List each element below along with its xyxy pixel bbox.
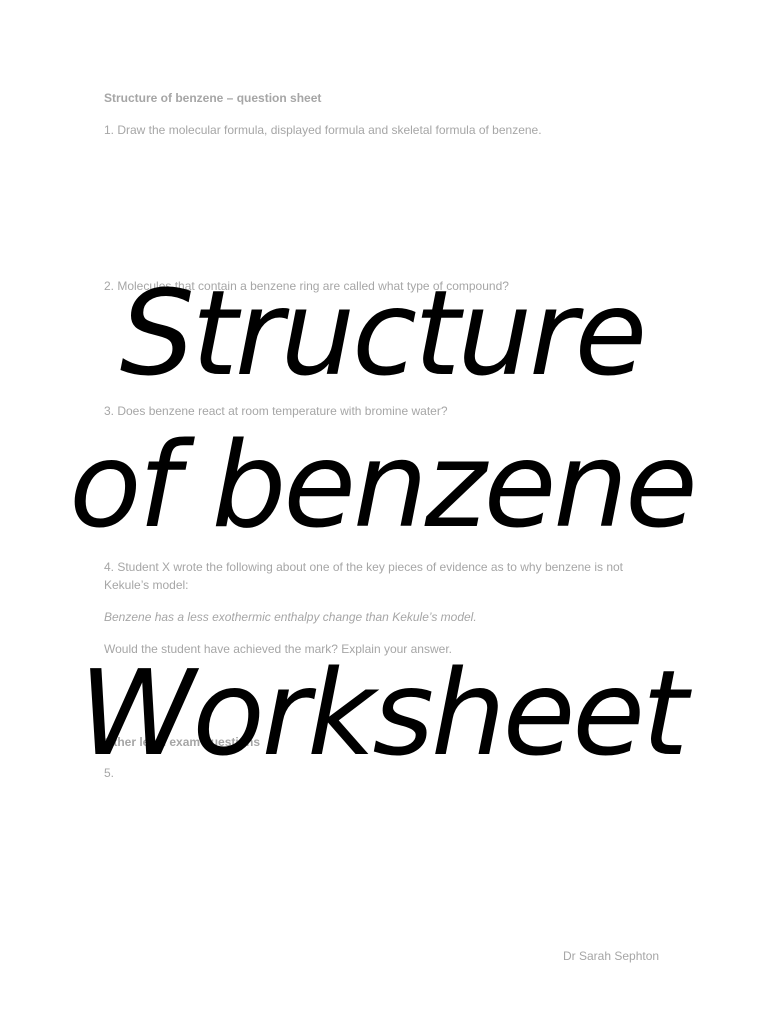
overlay-title-line-1: Structure (119, 264, 648, 402)
question-3: 3. Does benzene react at room temperatur… (104, 404, 448, 418)
overlay-title-line-2: of benzene (69, 416, 697, 554)
page-title: Structure of benzene – question sheet (104, 91, 322, 105)
overlay-title-line-3: Worksheet (78, 644, 688, 782)
author-footer: Dr Sarah Sephton (563, 949, 660, 963)
question-2: 2. Molecules that contain a benzene ring… (104, 279, 509, 293)
question-4-quote: Benzene has a less exothermic enthalpy c… (104, 610, 477, 624)
question-4-followup: Would the student have achieved the mark… (104, 642, 452, 656)
section-heading: Other level exam questions (104, 735, 261, 749)
question-5: 5. (104, 766, 115, 780)
question-4: 4. Student X wrote the following about o… (104, 560, 623, 592)
question-1: 1. Draw the molecular formula, displayed… (104, 123, 542, 137)
